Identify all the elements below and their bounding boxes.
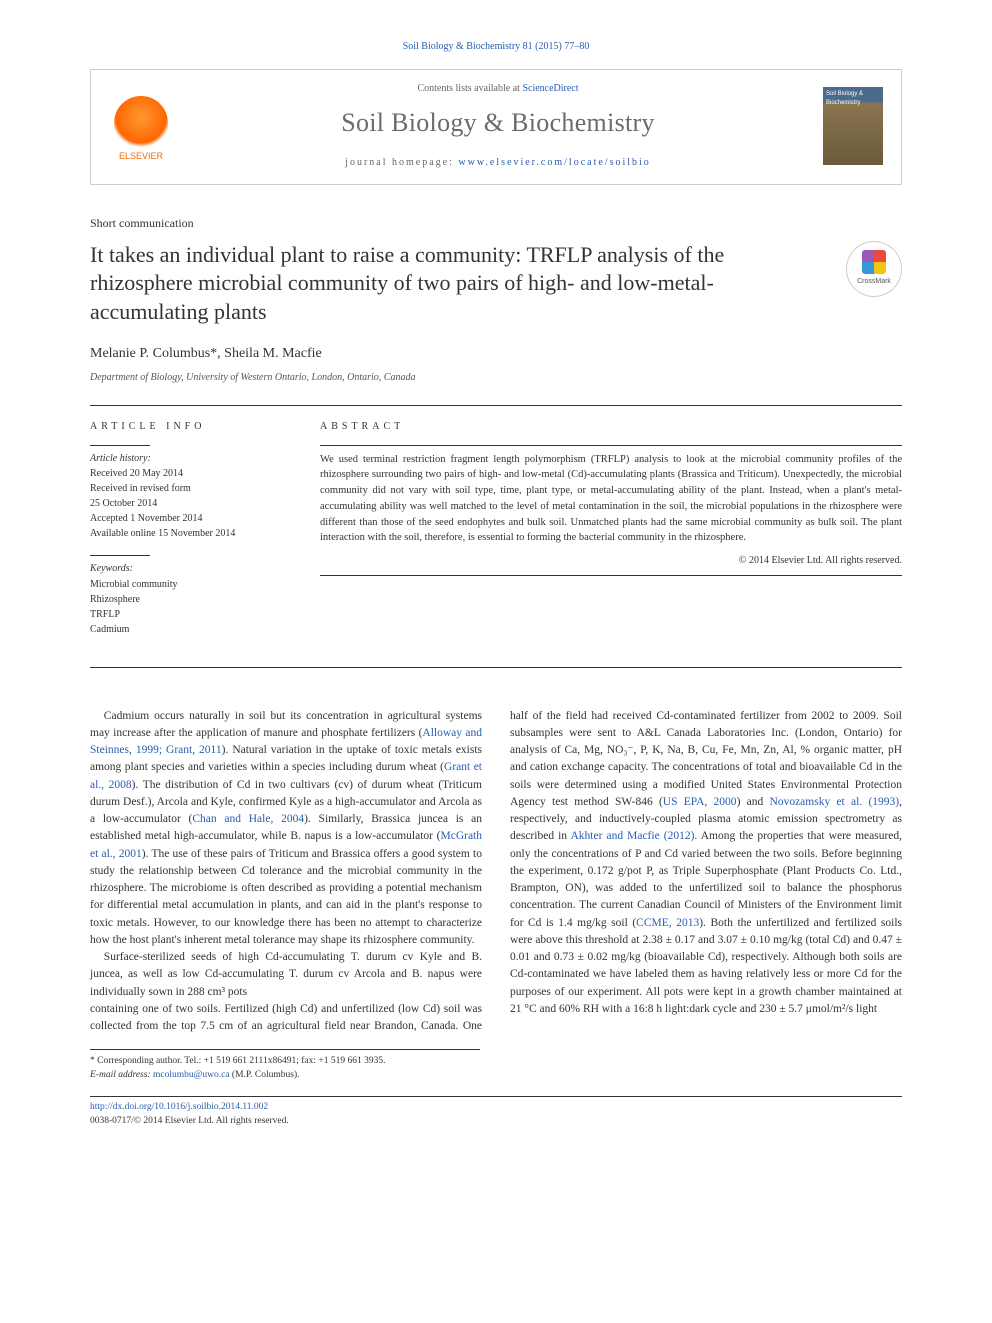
body-paragraph: Cadmium occurs naturally in soil but its… [90,708,482,950]
citation-link[interactable]: US EPA, 2000 [663,796,737,808]
footer-bar: http://dx.doi.org/10.1016/j.soilbio.2014… [90,1096,902,1129]
info-abstract-row: ARTICLE INFO Article history: Received 2… [90,420,902,637]
article-info-column: ARTICLE INFO Article history: Received 2… [90,420,290,637]
history-label: Article history: [90,452,290,467]
abstract-copyright: © 2014 Elsevier Ltd. All rights reserved… [320,554,902,569]
journal-header-box: ELSEVIER Contents lists available at Sci… [90,69,902,186]
history-line: Available online 15 November 2014 [90,526,290,541]
homepage-link[interactable]: www.elsevier.com/locate/soilbio [458,157,650,168]
footnotes: * Corresponding author. Tel.: +1 519 661… [90,1049,480,1082]
abstract-text: We used terminal restriction fragment le… [320,452,902,547]
keywords-label: Keywords: [90,562,290,577]
citation-link[interactable]: Akhter and Macfie (2012) [570,830,694,842]
body-text: ). Both the unfertilized and fertilized … [510,917,902,1015]
contents-prefix: Contents lists available at [417,83,522,94]
keyword: Microbial community [90,577,290,592]
email-suffix: (M.P. Columbus). [230,1070,300,1080]
journal-reference: Soil Biology & Biochemistry 81 (2015) 77… [90,40,902,55]
contents-line: Contents lists available at ScienceDirec… [191,82,805,97]
section-divider [90,405,902,406]
footer-rule [90,1096,902,1097]
doi-link[interactable]: http://dx.doi.org/10.1016/j.soilbio.2014… [90,1101,902,1115]
abstract-heading: ABSTRACT [320,420,902,435]
article-title: It takes an individual plant to raise a … [90,241,826,327]
authors-text: Melanie P. Columbus*, Sheila M. Macfie [90,346,322,361]
homepage-line: journal homepage: www.elsevier.com/locat… [191,156,805,171]
elsevier-logo[interactable]: ELSEVIER [109,89,173,163]
publisher-label: ELSEVIER [119,150,163,163]
journal-name: Soil Biology & Biochemistry [191,104,805,142]
email-line: E-mail address: mcolumbu@uwo.ca (M.P. Co… [90,1069,480,1082]
body-text-columns: Cadmium occurs naturally in soil but its… [90,708,902,1036]
keyword: Rhizosphere [90,592,290,607]
mini-rule [90,445,150,446]
title-row: It takes an individual plant to raise a … [90,241,902,327]
email-link[interactable]: mcolumbu@uwo.ca [153,1070,230,1080]
journal-cover-thumbnail[interactable]: Soil Biology & Biochemistry [823,87,883,165]
authors: Melanie P. Columbus*, Sheila M. Macfie [90,344,902,364]
body-paragraph: Surface-sterilized seeds of high Cd-accu… [90,949,482,1001]
mini-rule [90,555,150,556]
header-center: Contents lists available at ScienceDirec… [191,82,805,171]
crossmark-badge[interactable]: CrossMark [846,241,902,297]
crossmark-icon [862,250,886,274]
body-text: ). The use of these pairs of Triticum an… [90,848,482,946]
history-line: Accepted 1 November 2014 [90,511,290,526]
keywords-block: Keywords: Microbial community Rhizospher… [90,555,290,637]
crossmark-label: CrossMark [857,277,891,287]
article-type: Short communication [90,215,902,232]
affiliation: Department of Biology, University of Wes… [90,371,902,386]
article-info-heading: ARTICLE INFO [90,420,290,435]
abstract-column: ABSTRACT We used terminal restriction fr… [320,420,902,637]
history-line: Received in revised form [90,481,290,496]
body-text: ) and [737,796,770,808]
section-divider [90,667,902,668]
citation-link[interactable]: Novozamsky et al. (1993) [770,796,900,808]
email-label: E-mail address: [90,1070,153,1080]
issn-copyright: 0038-0717/© 2014 Elsevier Ltd. All right… [90,1115,902,1129]
homepage-prefix: journal homepage: [345,157,458,168]
corresponding-author: * Corresponding author. Tel.: +1 519 661… [90,1055,480,1068]
mini-rule [320,445,902,446]
body-text: . Among the properties that were measure… [510,830,902,928]
elsevier-tree-icon [114,96,168,150]
history-line: Received 20 May 2014 [90,466,290,481]
keyword: Cadmium [90,622,290,637]
keyword: TRFLP [90,607,290,622]
citation-link[interactable]: Chan and Hale, 2004 [192,813,304,825]
mini-rule [320,575,902,576]
sciencedirect-link[interactable]: ScienceDirect [522,83,578,94]
citation-link[interactable]: CCME, 2013 [636,917,699,929]
history-line: 25 October 2014 [90,496,290,511]
